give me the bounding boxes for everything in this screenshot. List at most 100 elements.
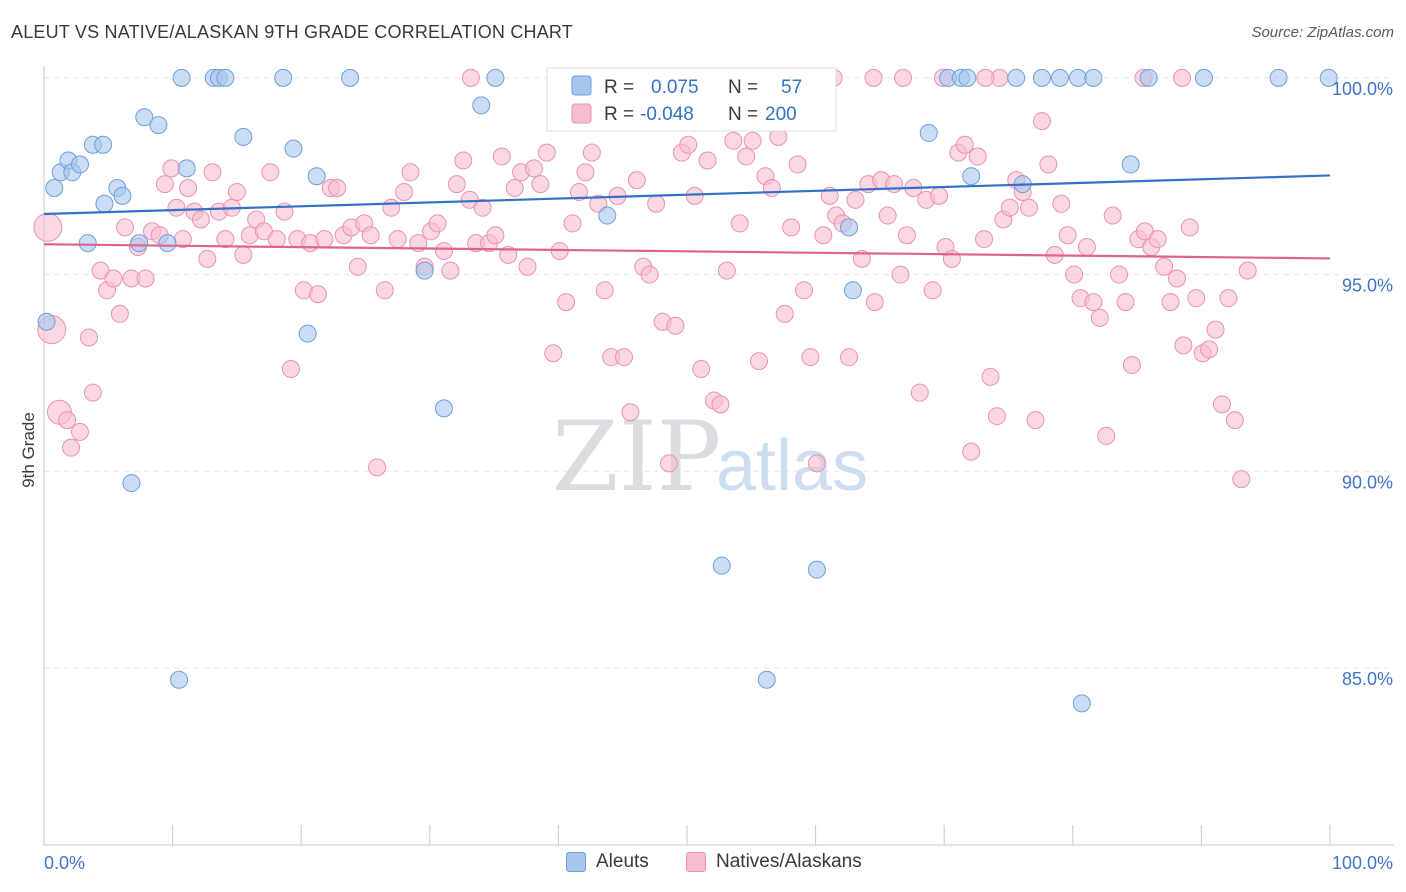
native-point-164: [1097, 426, 1116, 445]
legend-item-aleuts[interactable]: Aleuts: [566, 851, 649, 873]
native-point-22: [179, 179, 198, 198]
native-point-116: [788, 155, 807, 174]
native-point-50: [361, 226, 380, 245]
native-point-197: [976, 68, 995, 87]
native-point-96: [659, 454, 678, 473]
legend-n-label-native: N =: [728, 104, 758, 125]
native-point-142: [955, 135, 974, 154]
native-point-137: [923, 281, 942, 300]
aleut-point-43: [958, 68, 977, 87]
native-point-199: [864, 68, 883, 87]
native-point-120: [814, 226, 833, 245]
native-point-69: [486, 226, 505, 245]
native-point-4: [62, 438, 81, 457]
native-trend-line: [43, 243, 1331, 260]
aleut-point-11: [113, 186, 132, 205]
y-tick-label-1: 95.0%: [1342, 276, 1393, 296]
trend-lines: [43, 174, 1331, 260]
native-point-75: [524, 159, 543, 178]
native-point-86: [595, 281, 614, 300]
legend-item-natives[interactable]: Natives/Alaskans: [686, 851, 862, 873]
native-point-35: [261, 163, 280, 182]
native-point-162: [1084, 293, 1103, 312]
native-point-53: [382, 198, 401, 217]
watermark: ZIP atlas: [552, 401, 868, 513]
native-point-56: [401, 163, 420, 182]
chart-title: ALEUT VS NATIVE/ALASKAN 9TH GRADE CORREL…: [11, 22, 573, 42]
native-point-189: [894, 68, 913, 87]
native-point-20: [167, 198, 186, 217]
native-point-114: [775, 304, 794, 323]
native-point-184: [1225, 411, 1244, 430]
native-point-74: [518, 257, 537, 276]
native-point-18: [155, 175, 174, 194]
native-point-5: [71, 422, 90, 441]
aleut-point-13: [130, 234, 149, 253]
aleut-point-16: [158, 234, 177, 253]
native-point-180: [1200, 340, 1219, 359]
aleut-point-35: [757, 670, 776, 689]
native-point-71: [499, 245, 518, 264]
native-point-83: [576, 163, 595, 182]
aleut-point-30: [434, 399, 453, 418]
aleut-point-44: [962, 167, 981, 186]
native-point-181: [1206, 320, 1225, 339]
native-point-182: [1212, 395, 1231, 414]
series-legend: Aleuts Natives/Alaskans: [0, 851, 1406, 879]
legend-r-value-native: -0.048: [640, 104, 694, 125]
aleut-point-9: [95, 194, 114, 213]
native-point-167: [1116, 293, 1135, 312]
native-point-82: [569, 182, 588, 201]
native-point-173: [1155, 257, 1174, 276]
aleut-point-17: [170, 670, 189, 689]
aleut-point-33: [598, 206, 617, 225]
aleut-point-39: [843, 281, 862, 300]
aleut-point-23: [234, 127, 253, 146]
native-point-97: [666, 316, 685, 335]
native-point-112: [762, 179, 781, 198]
native-point-168: [1122, 356, 1141, 375]
native-point-19: [162, 159, 181, 178]
aleut-point-5: [71, 155, 90, 174]
native-point-60: [428, 214, 447, 233]
native-point-172: [1148, 230, 1167, 249]
aleut-point-22: [216, 68, 235, 87]
native-point-36: [267, 230, 286, 249]
native-point-76: [531, 175, 550, 194]
native-point-144: [968, 147, 987, 166]
native-point-110: [750, 352, 769, 371]
native-point-52: [375, 281, 394, 300]
aleut-trend-line: [43, 174, 1331, 216]
native-point-177: [1180, 218, 1199, 237]
native-point-175: [1167, 269, 1186, 288]
native-point-149: [1000, 198, 1019, 217]
native-point-183: [1219, 289, 1238, 308]
native-point-174: [1161, 293, 1180, 312]
aleut-point-14: [135, 108, 154, 127]
legend-box: [546, 67, 837, 132]
aleut-point-6: [78, 234, 97, 253]
watermark-zip: ZIP: [552, 401, 721, 513]
aleut-point-24: [274, 68, 293, 87]
source-attribution: Source: ZipAtlas.com: [1251, 24, 1394, 41]
native-point-109: [743, 131, 762, 150]
aleut-point-32: [486, 68, 505, 87]
native-point-161: [1077, 238, 1096, 257]
legend-swatch-natives: [686, 852, 706, 872]
native-point-54: [388, 230, 407, 249]
aleut-point-54: [1194, 68, 1213, 87]
native-point-108: [737, 147, 756, 166]
y-tick-label-3: 85.0%: [1342, 669, 1393, 689]
native-point-135: [910, 383, 929, 402]
aleut-point-1: [45, 179, 64, 198]
native-point-81: [563, 214, 582, 233]
native-point-126: [852, 249, 871, 268]
native-point-0: [33, 212, 63, 242]
aleut-point-52: [1121, 155, 1140, 174]
aleut-point-29: [415, 261, 434, 280]
native-point-193: [1173, 68, 1192, 87]
native-point-24: [191, 210, 210, 229]
native-point-104: [711, 395, 730, 414]
native-point-70: [492, 147, 511, 166]
